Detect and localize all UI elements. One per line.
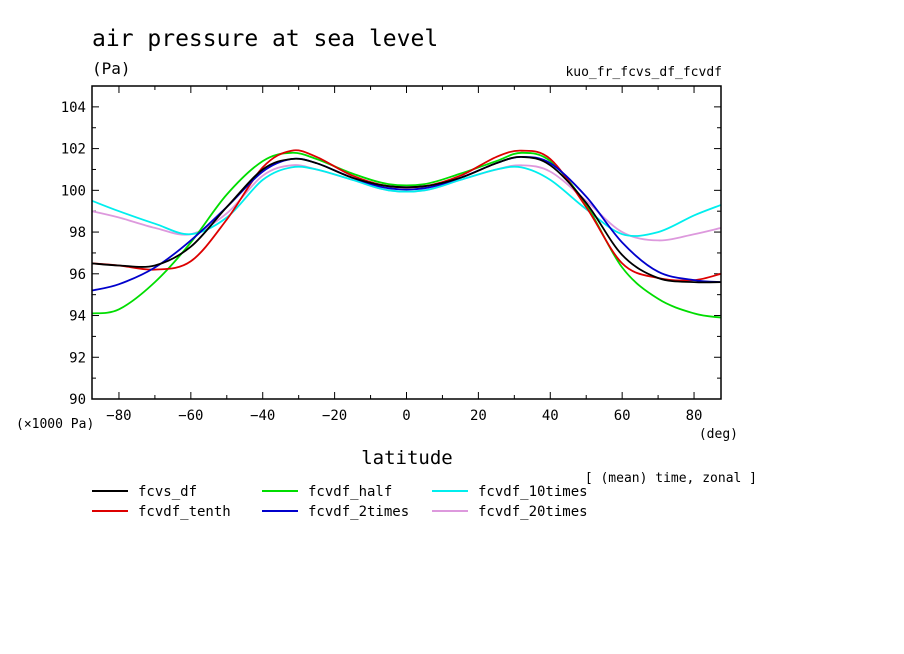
series-line-fcvdf-2times	[92, 155, 721, 292]
averaging-note: [ (mean) time, zonal ]	[585, 471, 757, 486]
y-tick-label: 92	[69, 350, 86, 366]
series-line-fcvdf-10times	[92, 165, 721, 237]
tick-labels: −80 −60 −40 −20 0 20 40 60 80 90 92 94 96 98 100 102 104	[61, 100, 703, 424]
x-axis-label: latitude	[361, 447, 453, 469]
legend-label: fcvdf_20times	[478, 504, 588, 520]
x-tick-label: −20	[322, 408, 347, 424]
y-tick-label: 96	[69, 267, 86, 283]
chart-title: air pressure at sea level	[92, 26, 438, 52]
x-tick-label: 80	[686, 408, 703, 424]
y-tick-label: 98	[69, 225, 86, 241]
y-tick-label: 104	[61, 100, 86, 116]
x-tick-label: −80	[106, 408, 131, 424]
x-tick-label: 60	[614, 408, 631, 424]
x-tick-label: −40	[250, 408, 275, 424]
legend: fcvs_df fcvdf_half fcvdf_10times fcvdf_tent…	[92, 484, 588, 520]
y-scale-note: (×1000 Pa)	[16, 417, 94, 432]
x-tick-label: −60	[178, 408, 203, 424]
series-line-fcvdf-20times	[92, 164, 721, 242]
y-units-label: (Pa)	[92, 59, 131, 78]
experiment-label: kuo_fr_fcvs_df_fcvdf	[565, 65, 722, 80]
y-tick-label: 90	[69, 392, 86, 408]
legend-label: fcvdf_10times	[478, 484, 588, 500]
x-tick-label: 20	[470, 408, 487, 424]
series-lines	[92, 149, 721, 319]
x-tick-label: 0	[402, 408, 410, 424]
axes	[92, 85, 721, 400]
x-tick-label: 40	[542, 408, 559, 424]
x-units-label: (deg)	[699, 427, 738, 442]
y-tick-label: 102	[61, 142, 86, 158]
series-line-fcvdf-tenth	[92, 149, 721, 282]
legend-label: fcvs_df	[138, 484, 197, 500]
legend-label: fcvdf_half	[308, 484, 392, 500]
legend-label: fcvdf_2times	[308, 504, 409, 520]
series-line-fcvs-df	[92, 155, 721, 284]
plot-frame	[91, 85, 722, 400]
y-tick-label: 100	[61, 183, 86, 199]
y-tick-label: 94	[69, 309, 86, 325]
legend-label: fcvdf_tenth	[138, 504, 231, 520]
